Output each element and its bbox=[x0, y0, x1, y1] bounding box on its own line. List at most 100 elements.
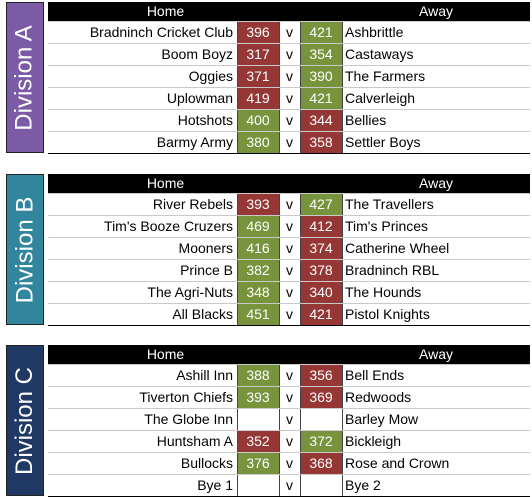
column-divider bbox=[279, 365, 280, 386]
column-divider bbox=[237, 22, 238, 43]
away-score: 421 bbox=[300, 88, 342, 109]
column-divider bbox=[300, 216, 301, 237]
column-divider bbox=[237, 475, 238, 496]
column-divider bbox=[342, 475, 343, 496]
away-team-name: Castaways bbox=[345, 46, 414, 62]
home-column-header: Home bbox=[146, 346, 185, 362]
away-score: 358 bbox=[300, 132, 342, 153]
column-divider bbox=[342, 282, 343, 303]
away-score: 421 bbox=[300, 22, 342, 43]
table-row: Hotshots 400 v 344 Bellies bbox=[48, 109, 530, 131]
away-score: 427 bbox=[300, 194, 342, 215]
column-divider bbox=[279, 216, 280, 237]
home-team-name: Bullocks bbox=[180, 455, 233, 471]
away-team-name: Settler Boys bbox=[345, 134, 421, 150]
column-divider bbox=[300, 475, 301, 496]
column-divider bbox=[300, 387, 301, 408]
column-divider bbox=[342, 260, 343, 281]
home-team-name: River Rebels bbox=[152, 196, 233, 212]
table-row: Bye 1 v Bye 2 bbox=[48, 474, 530, 497]
column-divider bbox=[300, 110, 301, 131]
table-row: River Rebels 393 v 427 The Travellers bbox=[48, 193, 530, 215]
column-divider bbox=[279, 387, 280, 408]
home-score: 469 bbox=[237, 216, 279, 237]
away-team-name: Barley Mow bbox=[345, 411, 419, 427]
column-divider bbox=[342, 365, 343, 386]
table-row: Prince B 382 v 378 Bradninch RBL bbox=[48, 259, 530, 281]
home-score: 371 bbox=[237, 66, 279, 87]
column-divider bbox=[300, 238, 301, 259]
away-team-name: Bickleigh bbox=[345, 433, 402, 449]
home-team-name: Barmy Army bbox=[156, 134, 233, 150]
column-divider bbox=[300, 88, 301, 109]
away-score: 421 bbox=[300, 304, 342, 325]
home-team-name: Bye 1 bbox=[197, 477, 233, 493]
column-divider bbox=[279, 409, 280, 430]
away-team-name: The Travellers bbox=[345, 196, 434, 212]
column-divider bbox=[279, 282, 280, 303]
column-divider bbox=[279, 66, 280, 87]
table-row: The Globe Inn v Barley Mow bbox=[48, 408, 530, 430]
versus-label: v bbox=[286, 196, 293, 212]
home-score: 388 bbox=[237, 365, 279, 386]
versus-label: v bbox=[286, 218, 293, 234]
column-divider bbox=[342, 110, 343, 131]
column-divider bbox=[300, 453, 301, 474]
column-divider bbox=[300, 22, 301, 43]
home-score: 400 bbox=[237, 110, 279, 131]
home-score bbox=[237, 409, 279, 430]
column-divider bbox=[237, 216, 238, 237]
away-score: 356 bbox=[300, 365, 342, 386]
versus-label: v bbox=[286, 477, 293, 493]
column-divider bbox=[300, 282, 301, 303]
home-score: 393 bbox=[237, 194, 279, 215]
table-row: Tim's Booze Cruzers 469 v 412 Tim's Princes bbox=[48, 215, 530, 237]
column-divider bbox=[279, 132, 280, 153]
versus-label: v bbox=[286, 306, 293, 322]
home-score: 396 bbox=[237, 22, 279, 43]
versus-label: v bbox=[286, 411, 293, 427]
home-team-name: The Agri-Nuts bbox=[147, 284, 233, 300]
column-divider bbox=[237, 44, 238, 65]
column-divider bbox=[300, 409, 301, 430]
away-column-header: Away bbox=[419, 3, 453, 19]
column-divider bbox=[300, 66, 301, 87]
column-divider bbox=[237, 66, 238, 87]
column-divider bbox=[279, 88, 280, 109]
away-score: 374 bbox=[300, 238, 342, 259]
home-team-name: Bradninch Cricket Club bbox=[89, 24, 233, 40]
column-divider bbox=[279, 475, 280, 496]
column-divider bbox=[342, 216, 343, 237]
home-score: 348 bbox=[237, 282, 279, 303]
column-divider bbox=[300, 365, 301, 386]
away-column-header: Away bbox=[419, 175, 453, 191]
column-divider bbox=[279, 110, 280, 131]
away-team-name: Catherine Wheel bbox=[345, 240, 450, 256]
column-divider bbox=[300, 431, 301, 452]
away-score: 412 bbox=[300, 216, 342, 237]
column-divider bbox=[342, 88, 343, 109]
away-team-name: Bradninch RBL bbox=[345, 262, 440, 278]
column-divider bbox=[342, 387, 343, 408]
versus-label: v bbox=[286, 284, 293, 300]
column-divider bbox=[237, 365, 238, 386]
column-divider bbox=[342, 44, 343, 65]
column-divider bbox=[342, 304, 343, 325]
table-row: Bradninch Cricket Club 396 v 421 Ashbrittle bbox=[48, 21, 530, 43]
table-row: All Blacks 451 v 421 Pistol Knights bbox=[48, 303, 530, 326]
table-row: Bullocks 376 v 368 Rose and Crown bbox=[48, 452, 530, 474]
away-team-name: The Farmers bbox=[345, 68, 426, 84]
away-score: 378 bbox=[300, 260, 342, 281]
column-divider bbox=[279, 304, 280, 325]
table-row: Barmy Army 380 v 358 Settler Boys bbox=[48, 131, 530, 154]
home-score: 376 bbox=[237, 453, 279, 474]
away-score: 372 bbox=[300, 431, 342, 452]
away-team-name: Bell Ends bbox=[345, 367, 405, 383]
column-divider bbox=[237, 387, 238, 408]
column-divider bbox=[342, 238, 343, 259]
versus-label: v bbox=[286, 389, 293, 405]
away-team-name: Tim's Princes bbox=[345, 218, 429, 234]
column-divider bbox=[300, 304, 301, 325]
column-divider bbox=[342, 132, 343, 153]
away-team-name: Pistol Knights bbox=[345, 306, 430, 322]
